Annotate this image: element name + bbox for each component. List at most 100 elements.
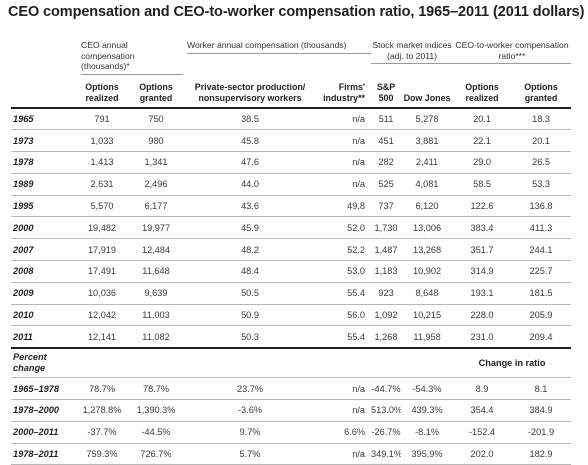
cell-dj: 13,006 xyxy=(401,216,454,240)
cell-sp: 525 xyxy=(371,173,402,196)
cell-dj: -8.1% xyxy=(401,421,454,444)
cell-rr: 58.5 xyxy=(453,173,512,196)
col-options-granted: Options granted xyxy=(129,74,184,109)
cell-rg: 136.8 xyxy=(511,195,572,218)
cell-og: 19,977 xyxy=(129,216,184,240)
cell-rr: 8.9 xyxy=(453,377,512,401)
group-ceo-compensation: CEO annual compensation (thousands)* xyxy=(75,40,184,75)
percent-change-header-row: Percent change Change in ratio xyxy=(11,348,572,379)
cell-sp: 511 xyxy=(371,107,402,131)
col-options-realized: Options realized xyxy=(75,74,129,109)
cell-or: 791 xyxy=(75,107,129,131)
row-year: 2009 xyxy=(11,282,75,305)
cell-dj: 3,881 xyxy=(401,129,454,153)
cell-pw: 50.3 xyxy=(183,325,318,350)
cell-sp: 1,268 xyxy=(371,325,402,350)
row-year: 1973 xyxy=(11,129,75,153)
col-firms-industry: Firms' industry** xyxy=(317,74,372,109)
cell-pw: 23.7% xyxy=(183,377,318,401)
col-dow-jones: Dow Jones xyxy=(401,74,454,109)
cell-fi: 55.4 xyxy=(317,325,372,350)
group-ceo-worker-ratio: CEO-to-worker compensation ratio*** xyxy=(453,40,572,75)
row-year: 2007 xyxy=(11,238,75,262)
cell-og: 11,082 xyxy=(129,325,184,350)
cell-rr: 314.9 xyxy=(453,260,512,283)
cell-fi: 52.0 xyxy=(317,216,372,240)
cell-pw: 50.9 xyxy=(183,304,318,327)
cell-rr: 22.1 xyxy=(453,129,512,153)
cell-og: 1,341 xyxy=(129,151,184,174)
cell-dj: 10,215 xyxy=(401,304,454,327)
cell-fi: n/a xyxy=(317,107,372,131)
cell-or: 12,141 xyxy=(75,325,129,350)
cell-dj: 439.3% xyxy=(401,399,454,422)
group-worker-compensation: Worker annual compensation (thousands) xyxy=(183,40,372,75)
cell-pw: 44.0 xyxy=(183,173,318,196)
table-row: 1978 1,413 1,341 47.6 n/a 282 2,411 29.0 26.5 xyxy=(11,151,572,174)
cell-pw: 48.2 xyxy=(183,238,318,262)
cell-sp: 282 xyxy=(371,151,402,174)
cell-dj: 11,958 xyxy=(401,325,454,350)
row-year: 1978 xyxy=(11,151,75,174)
cell-rr: 122.6 xyxy=(453,195,512,218)
cell-og: 11,003 xyxy=(129,304,184,327)
cell-or: 10,036 xyxy=(75,282,129,305)
col-private-sector-workers: Private-sector production/ nonsupervisor… xyxy=(183,74,318,109)
cell-rr: 20.1 xyxy=(453,107,512,131)
row-year: 2008 xyxy=(11,260,75,283)
cell-sp: 451 xyxy=(371,129,402,153)
cell-og: 1,390.3% xyxy=(129,399,184,422)
percent-change-label: Percent change xyxy=(11,348,75,379)
cell-pw: 47.6 xyxy=(183,151,318,174)
row-year: 1965 xyxy=(11,107,75,131)
table-row: 1973 1,033 980 45.8 n/a 451 3,881 22.1 20.1 xyxy=(11,129,572,153)
cell-pw: 9.7% xyxy=(183,421,318,444)
cell-fi: 55.4 xyxy=(317,282,372,305)
cell-dj: 8,648 xyxy=(401,282,454,305)
cell-sp: 737 xyxy=(371,195,402,218)
cell-or: 17,919 xyxy=(75,238,129,262)
cell-sp: 1,092 xyxy=(371,304,402,327)
cell-dj: 13,268 xyxy=(401,238,454,262)
cell-rr: 231.0 xyxy=(453,325,512,350)
col-ratio-options-realized: Options realized xyxy=(453,74,512,109)
cell-fi: 53.0 xyxy=(317,260,372,283)
cell-og: 980 xyxy=(129,129,184,153)
cell-rg: 8.1 xyxy=(511,377,572,401)
group-header-row: CEO annual compensation (thousands)* Wor… xyxy=(11,40,572,75)
table-row: 2011 12,141 11,082 50.3 55.4 1,268 11,958 231.0… xyxy=(11,325,572,350)
row-year: 1995 xyxy=(11,195,75,218)
table-row: 1965 791 750 38.5 n/a 511 5,278 20.1 18.3 xyxy=(11,107,572,131)
table-row: 1989 2,631 2,496 44.0 n/a 525 4,081 58.5 53.3 xyxy=(11,173,572,196)
cell-or: 1,413 xyxy=(75,151,129,174)
cell-rg: 26.5 xyxy=(511,151,572,174)
cell-pw: 43.6 xyxy=(183,195,318,218)
cell-og: 6,177 xyxy=(129,195,184,218)
row-period: 1978–2000 xyxy=(11,399,75,422)
table-row: 1995 5,570 6,177 43.6 49.8 737 6,120 122.6 136.8 xyxy=(11,195,572,218)
cell-rg: 384.9 xyxy=(511,399,572,422)
cell-or: 17,491 xyxy=(75,260,129,283)
cell-rg: 205.9 xyxy=(511,304,572,327)
row-year: 1989 xyxy=(11,173,75,196)
table-row: 2007 17,919 12,484 48.2 52.2 1,487 13,268 351.7… xyxy=(11,238,572,262)
column-header-row: Options realized Options granted Private… xyxy=(11,74,572,109)
cell-sp: -26.7% xyxy=(371,421,402,444)
cell-rg: 53.3 xyxy=(511,173,572,196)
cell-og: 750 xyxy=(129,107,184,131)
cell-fi: n/a xyxy=(317,377,372,401)
cell-fi: 49.8 xyxy=(317,195,372,218)
percent-change-row: 1965–1978 78.7% 78.7% 23.7% n/a -44.7% -54.3% 8… xyxy=(11,377,572,401)
change-in-ratio-label: Change in ratio xyxy=(453,348,572,379)
cell-pw: 38.5 xyxy=(183,107,318,131)
cell-og: 11,648 xyxy=(129,260,184,283)
percent-change-row: 2000–2011 -37.7% -44.5% 9.7% 6.6% -26.7% -8.1%… xyxy=(11,421,572,444)
col-sp500: S&P 500 xyxy=(371,74,402,109)
cell-pw: -3.6% xyxy=(183,399,318,422)
cell-rr: 351.7 xyxy=(453,238,512,262)
cell-pw: 50.5 xyxy=(183,282,318,305)
cell-rg: 411.3 xyxy=(511,216,572,240)
cell-fi: n/a xyxy=(317,173,372,196)
cell-sp: 923 xyxy=(371,282,402,305)
cell-rr: 354.4 xyxy=(453,399,512,422)
